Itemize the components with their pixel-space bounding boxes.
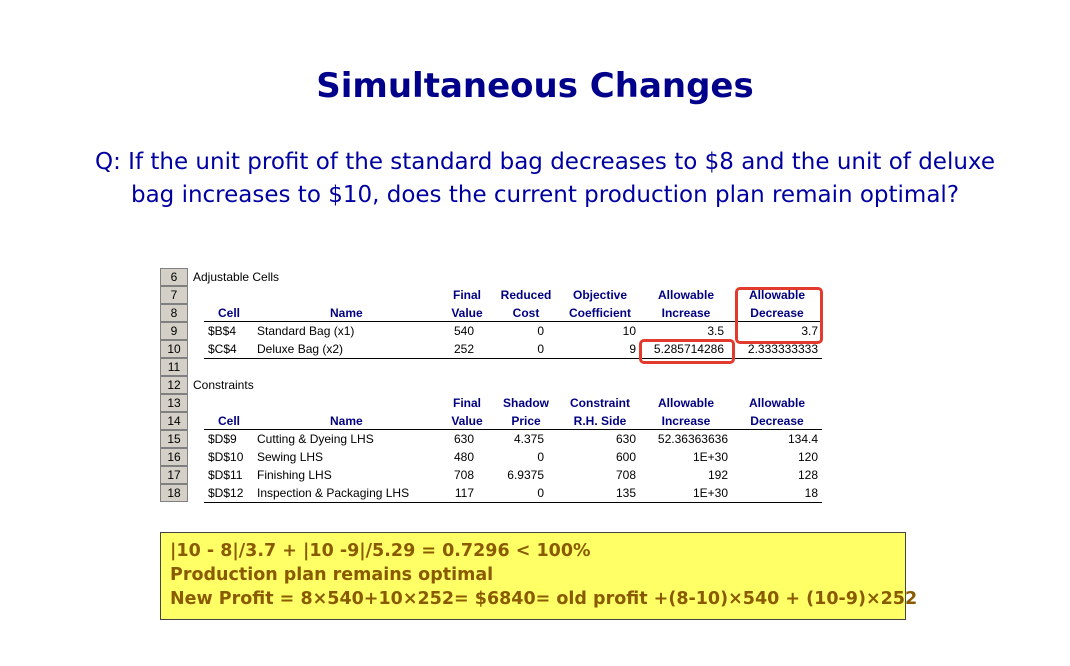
- header-coefficient: Coefficient: [568, 306, 631, 320]
- con-shadow: 0: [537, 450, 544, 464]
- row-number: 10: [160, 340, 188, 358]
- row-number: 9: [160, 322, 188, 340]
- adj-cell: $B$4: [208, 324, 237, 338]
- con-shadow: 4.375: [513, 432, 544, 446]
- con-name: Inspection & Packaging LHS: [257, 486, 410, 500]
- row-number: 12: [160, 376, 188, 394]
- header-cost: Cost: [512, 306, 540, 320]
- con-cell: $D$10: [208, 450, 244, 464]
- highlight-allowable-increase: [639, 339, 735, 364]
- note-line-3: New Profit = 8×540+10×252= $6840= old pr…: [170, 589, 918, 609]
- row-number: 8: [160, 304, 188, 322]
- header-allowable-increase: Allowable: [657, 396, 714, 410]
- header-price: Price: [511, 414, 541, 428]
- table-rule: [204, 502, 822, 503]
- header-value: Value: [451, 306, 483, 320]
- row-number: 17: [160, 466, 188, 484]
- header-name: Name: [330, 414, 363, 428]
- adj-name: Standard Bag (x1): [257, 324, 355, 338]
- header-final: Final: [452, 288, 481, 302]
- con-shadow: 0: [537, 486, 544, 500]
- sensitivity-report: 6 7 8 9 10 11 12 13 14 15 16 17 18 Adjus…: [160, 268, 826, 514]
- con-rhs: 708: [615, 468, 636, 482]
- header-final: Final: [452, 396, 481, 410]
- con-increase: 1E+30: [692, 450, 728, 464]
- adj-increase: 5.285714286: [653, 342, 724, 356]
- question-line-1: Q: If the unit profit of the standard ba…: [95, 149, 995, 175]
- header-increase: Increase: [661, 414, 711, 428]
- adjustable-cells-label: Adjustable Cells: [193, 270, 280, 284]
- header-rule: [204, 429, 822, 430]
- adj-final: 540: [453, 324, 474, 338]
- con-decrease: 18: [804, 486, 818, 500]
- con-rhs: 630: [615, 432, 636, 446]
- con-name: Cutting & Dyeing LHS: [257, 432, 374, 446]
- header-decrease: Decrease: [750, 414, 804, 428]
- con-final: 117: [454, 486, 474, 500]
- header-constraint: Constraint: [570, 396, 630, 410]
- header-allowable-decrease: Allowable: [748, 396, 805, 410]
- note-line-2: Production plan remains optimal: [170, 565, 494, 585]
- header-reduced: Reduced: [500, 288, 552, 302]
- adj-objective: 10: [622, 324, 636, 338]
- con-final: 708: [453, 468, 474, 482]
- header-allowable-decrease: Allowable: [748, 288, 805, 302]
- question-text: Q: If the unit profit of the standard ba…: [40, 146, 1050, 212]
- slide-title: Simultaneous Changes: [316, 66, 754, 106]
- adj-reduced: 0: [537, 342, 544, 356]
- row-number: 7: [160, 286, 188, 304]
- header-cell: Cell: [218, 306, 241, 320]
- header-value: Value: [451, 414, 483, 428]
- con-decrease: 120: [797, 450, 818, 464]
- header-increase: Increase: [661, 306, 711, 320]
- con-shadow: 6.9375: [507, 468, 544, 482]
- con-decrease: 134.4: [787, 432, 818, 446]
- adj-objective: 9: [629, 342, 636, 356]
- row-number: 18: [160, 484, 188, 502]
- con-rhs: 135: [615, 486, 636, 500]
- question-line-2: bag increases to $10, does the current p…: [130, 182, 960, 208]
- constraints-label: Constraints: [193, 378, 254, 392]
- con-rhs: 600: [615, 450, 636, 464]
- row-number: 11: [160, 358, 188, 376]
- header-name: Name: [330, 306, 363, 320]
- con-name: Finishing LHS: [257, 468, 332, 482]
- row-number: 6: [160, 268, 188, 286]
- adj-decrease: 2.333333333: [747, 342, 818, 356]
- con-cell: $D$12: [208, 486, 244, 500]
- row-number: 15: [160, 430, 188, 448]
- con-final: 480: [453, 450, 474, 464]
- con-increase: 192: [707, 468, 728, 482]
- header-allowable-increase: Allowable: [657, 288, 714, 302]
- row-number: 14: [160, 412, 188, 430]
- row-number: 16: [160, 448, 188, 466]
- con-cell: $D$9: [208, 432, 237, 446]
- adj-final: 252: [453, 342, 474, 356]
- table-rule: [204, 358, 822, 359]
- adj-name: Deluxe Bag (x2): [257, 342, 344, 356]
- header-decrease: Decrease: [750, 306, 804, 320]
- con-name: Sewing LHS: [257, 450, 324, 464]
- con-cell: $D$11: [208, 468, 243, 482]
- header-cell: Cell: [218, 414, 241, 428]
- adj-increase: 3.5: [707, 324, 724, 338]
- adj-cell: $C$4: [208, 342, 237, 356]
- note-line-1: |10 - 8|/3.7 + |10 -9|/5.29 = 0.7296 < 1…: [170, 541, 591, 561]
- header-rhs: R.H. Side: [573, 414, 627, 428]
- header-objective: Objective: [572, 288, 628, 302]
- row-number: 13: [160, 394, 188, 412]
- con-increase: 1E+30: [692, 486, 728, 500]
- con-increase: 52.36363636: [657, 432, 728, 446]
- header-rule: [204, 321, 822, 322]
- con-final: 630: [453, 432, 474, 446]
- header-shadow: Shadow: [502, 396, 549, 410]
- adj-reduced: 0: [537, 324, 544, 338]
- highlight-allowable-decrease: [735, 287, 823, 344]
- adj-decrease: 3.7: [801, 324, 818, 338]
- calculation-note: |10 - 8|/3.7 + |10 -9|/5.29 = 0.7296 < 1…: [160, 532, 918, 620]
- con-decrease: 128: [797, 468, 818, 482]
